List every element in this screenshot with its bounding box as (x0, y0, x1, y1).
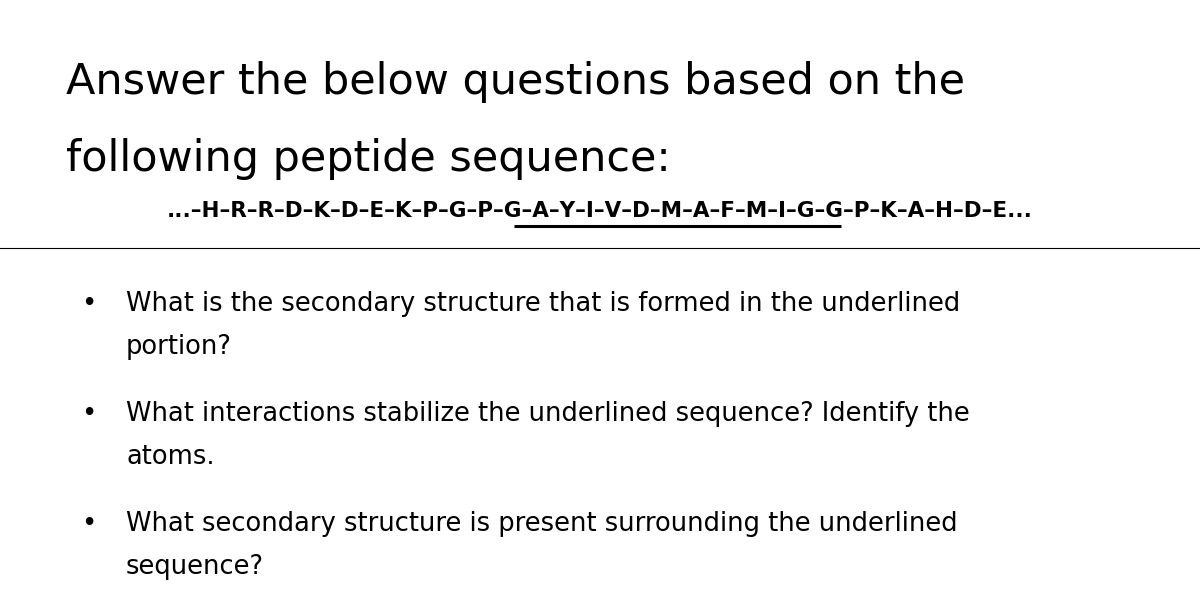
Text: portion?: portion? (126, 334, 232, 359)
Text: following peptide sequence:: following peptide sequence: (66, 138, 671, 180)
Text: What interactions stabilize the underlined sequence? Identify the: What interactions stabilize the underlin… (126, 401, 970, 427)
Text: atoms.: atoms. (126, 444, 215, 469)
Text: Answer the below questions based on the: Answer the below questions based on the (66, 61, 965, 103)
Text: What secondary structure is present surrounding the underlined: What secondary structure is present surr… (126, 511, 958, 537)
Text: •: • (82, 291, 97, 316)
Text: •: • (82, 511, 97, 537)
Text: ...–H–R–R–D–K–D–E–K–P–G–P–G–A–Y–I–V–D–M–A–F–M–I–G–G–P–K–A–H–D–E...: ...–H–R–R–D–K–D–E–K–P–G–P–G–A–Y–I–V–D–M–… (167, 201, 1033, 221)
Text: sequence?: sequence? (126, 554, 264, 580)
Text: What is the secondary structure that is formed in the underlined: What is the secondary structure that is … (126, 291, 960, 316)
Text: •: • (82, 401, 97, 427)
